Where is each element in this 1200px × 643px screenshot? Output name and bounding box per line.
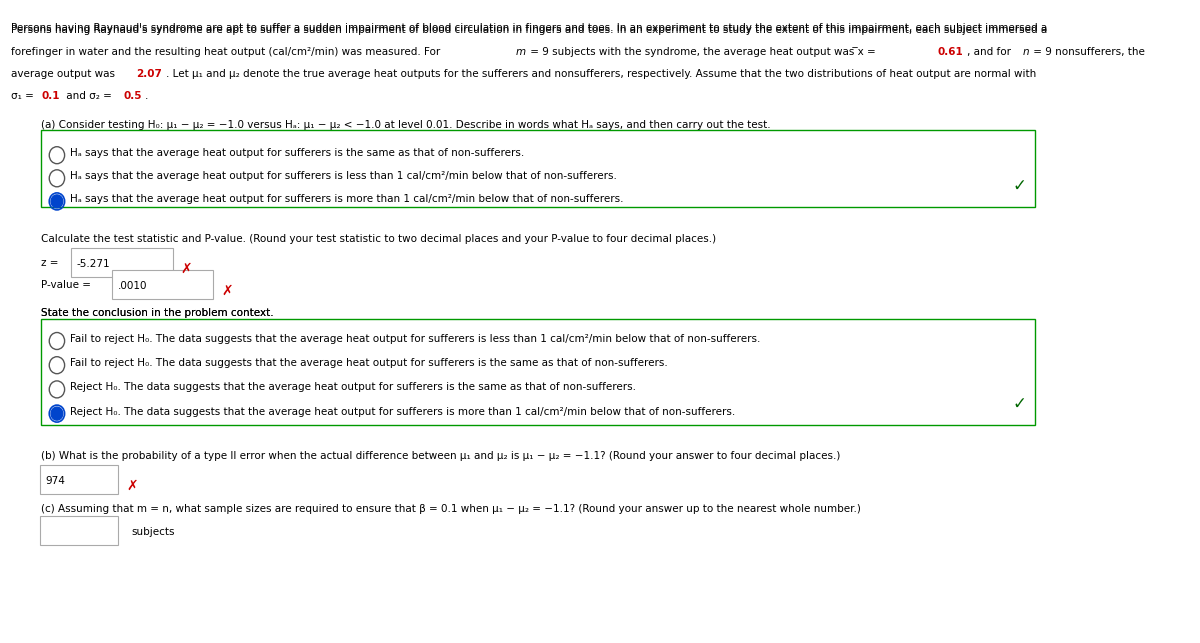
Text: ✓: ✓ (1012, 395, 1026, 413)
Text: .0010: .0010 (118, 281, 146, 291)
Text: 0.5: 0.5 (124, 91, 142, 101)
Text: m: m (515, 47, 526, 57)
FancyBboxPatch shape (41, 130, 1034, 207)
Text: = 9 nonsufferers, the: = 9 nonsufferers, the (1031, 47, 1145, 57)
FancyBboxPatch shape (71, 248, 173, 276)
Text: Persons having Raynaud's syndrome are apt to suffer a sudden impairment of blood: Persons having Raynaud's syndrome are ap… (11, 25, 1048, 35)
Text: and σ₂ =: and σ₂ = (62, 91, 115, 101)
Text: State the conclusion in the problem context.: State the conclusion in the problem cont… (41, 309, 274, 318)
Text: -5.271: -5.271 (77, 258, 110, 269)
Circle shape (52, 407, 62, 420)
Text: (c) Assuming that m = n, what sample sizes are required to ensure that β = 0.1 w: (c) Assuming that m = n, what sample siz… (41, 504, 860, 514)
FancyBboxPatch shape (40, 465, 119, 494)
Text: ✓: ✓ (1012, 177, 1026, 195)
Text: z =: z = (41, 258, 61, 267)
Text: forefinger in water and the resulting heat output (cal/cm²/min) was measured. Fo: forefinger in water and the resulting he… (11, 47, 443, 57)
Text: P-value =: P-value = (41, 280, 94, 290)
Text: 2.07: 2.07 (136, 69, 162, 79)
Text: 974: 974 (46, 476, 65, 486)
Text: Fail to reject H₀. The data suggests that the average heat output for sufferers : Fail to reject H₀. The data suggests tha… (71, 334, 761, 344)
FancyBboxPatch shape (40, 516, 119, 545)
Text: Reject H₀. The data suggests that the average heat output for sufferers is the s: Reject H₀. The data suggests that the av… (71, 383, 636, 392)
Text: State the conclusion in the problem context.: State the conclusion in the problem cont… (41, 309, 274, 318)
Text: σ₁ =: σ₁ = (11, 91, 37, 101)
Text: (b) What is the probability of a type II error when the actual difference betwee: (b) What is the probability of a type II… (41, 451, 840, 461)
Text: (a) Consider testing H₀: μ₁ − μ₂ = −1.0 versus Hₐ: μ₁ − μ₂ < −1.0 at level 0.01.: (a) Consider testing H₀: μ₁ − μ₂ = −1.0 … (41, 120, 770, 130)
Text: Persons having Raynaud's syndrome are apt to suffer a sudden impairment of blood: Persons having Raynaud's syndrome are ap… (11, 23, 1048, 33)
Text: ✗: ✗ (222, 284, 233, 298)
Text: Reject H₀. The data suggests that the average heat output for sufferers is more : Reject H₀. The data suggests that the av… (71, 406, 736, 417)
Text: Hₐ says that the average heat output for sufferers is more than 1 cal/cm²/min be: Hₐ says that the average heat output for… (71, 194, 624, 204)
Text: ✗: ✗ (126, 479, 138, 493)
Text: Fail to reject H₀. The data suggests that the average heat output for sufferers : Fail to reject H₀. The data suggests tha… (71, 358, 668, 368)
Text: .: . (145, 91, 149, 101)
Text: average output was: average output was (11, 69, 118, 79)
Text: ✗: ✗ (181, 262, 192, 276)
Text: Hₐ says that the average heat output for sufferers is the same as that of non-su: Hₐ says that the average heat output for… (71, 148, 524, 158)
Text: n: n (1022, 47, 1030, 57)
Text: . Let μ₁ and μ₂ denote the true average heat outputs for the sufferers and nonsu: . Let μ₁ and μ₂ denote the true average … (166, 69, 1037, 79)
Text: Calculate the test statistic and P-value. (Round your test statistic to two deci: Calculate the test statistic and P-value… (41, 233, 715, 244)
Text: 0.61: 0.61 (937, 47, 964, 57)
FancyBboxPatch shape (41, 319, 1034, 424)
Text: = 9 subjects with the syndrome, the average heat output was ̅x =: = 9 subjects with the syndrome, the aver… (527, 47, 878, 57)
Text: 0.1: 0.1 (41, 91, 60, 101)
Text: Hₐ says that the average heat output for sufferers is less than 1 cal/cm²/min be: Hₐ says that the average heat output for… (71, 171, 617, 181)
Text: , and for: , and for (967, 47, 1015, 57)
FancyBboxPatch shape (112, 270, 214, 299)
Text: subjects: subjects (131, 527, 174, 537)
Circle shape (52, 195, 62, 208)
